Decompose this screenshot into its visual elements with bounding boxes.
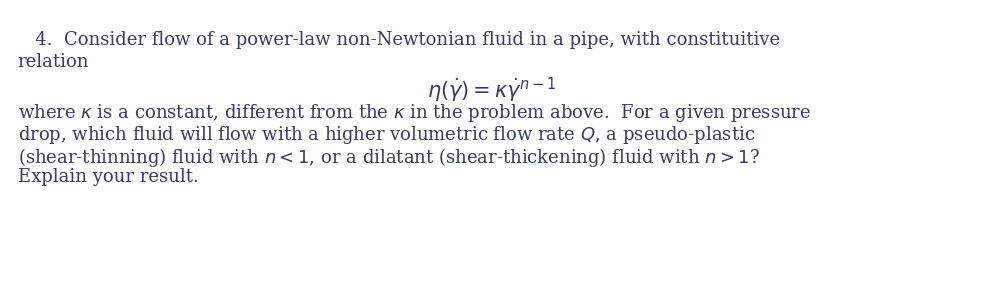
Text: where $\kappa$ is a constant, different from the $\kappa$ in the problem above. : where $\kappa$ is a constant, different …	[18, 102, 811, 124]
Text: 4.  Consider flow of a power-law non-Newtonian fluid in a pipe, with constituiti: 4. Consider flow of a power-law non-Newt…	[18, 31, 780, 49]
Text: relation: relation	[18, 53, 89, 71]
Text: Explain your result.: Explain your result.	[18, 168, 199, 186]
Text: (shear-thinning) fluid with $n < 1$, or a dilatant (shear-thickening) fluid with: (shear-thinning) fluid with $n < 1$, or …	[18, 146, 760, 169]
Text: drop, which fluid will flow with a higher volumetric flow rate $Q$, a pseudo-pla: drop, which fluid will flow with a highe…	[18, 124, 755, 146]
Text: $\eta(\dot{\gamma}) = \kappa\dot{\gamma}^{n-1}$: $\eta(\dot{\gamma}) = \kappa\dot{\gamma}…	[427, 76, 556, 105]
